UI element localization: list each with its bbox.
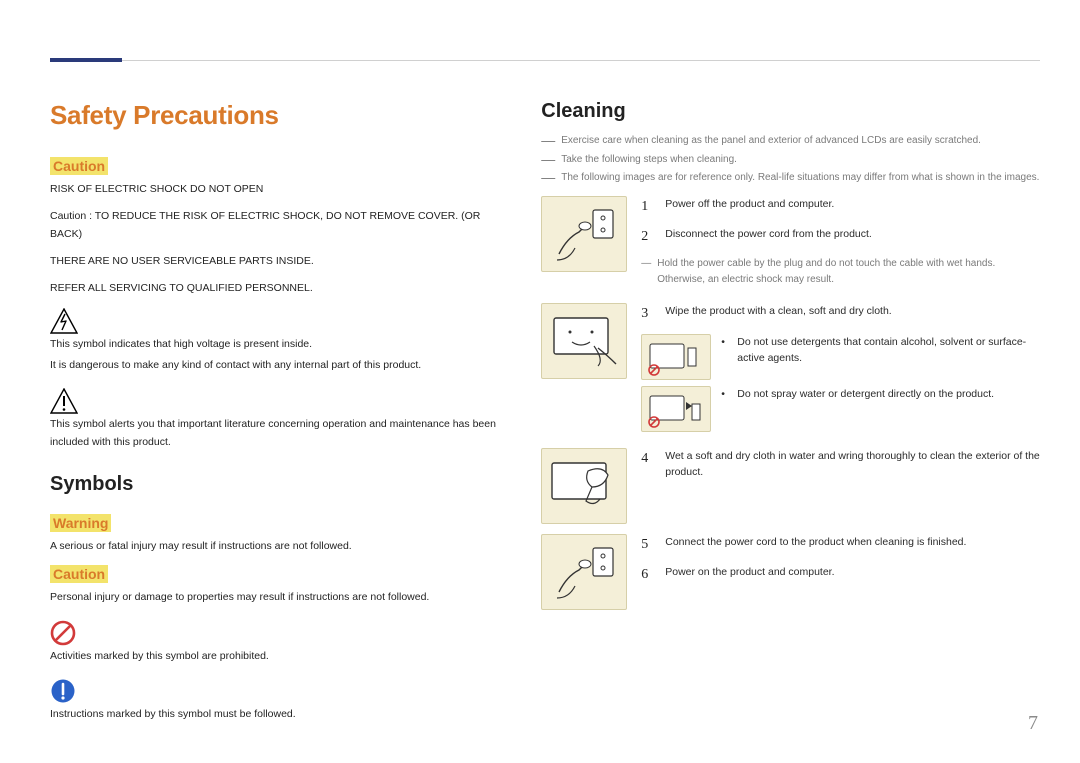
step-3-bullet-2: •Do not spray water or detergent directl… [721,386,1040,426]
left-column: Safety Precautions Caution RISK OF ELECT… [50,100,501,729]
caution2-text: Personal injury or damage to properties … [50,589,501,606]
literature-warning-block: This symbol alerts you that important li… [50,388,501,451]
high-voltage-icon [50,308,501,334]
step-4: 4Wet a soft and dry cloth in water and w… [641,448,1040,482]
cleaning-note-3: ―The following images are for reference … [541,170,1040,186]
caution-body: RISK OF ELECTRIC SHOCK DO NOT OPEN Cauti… [50,181,501,298]
header-rule [50,60,1040,61]
step-list-4: 4Wet a soft and dry cloth in water and w… [641,448,1040,524]
literature-warning-text: This symbol alerts you that important li… [50,416,501,451]
step-row-1: 1Power off the product and computer. 2Di… [541,196,1040,294]
info-icon [50,678,501,704]
warning-label: Warning [50,514,111,532]
caution-line-2: Caution : TO REDUCE THE RISK OF ELECTRIC… [50,208,501,243]
step-3: 3Wipe the product with a clean, soft and… [641,303,1040,325]
info-text: Instructions marked by this symbol must … [50,706,501,723]
prohibited-text: Activities marked by this symbol are pro… [50,648,501,665]
step-row-5: 5Connect the power cord to the product w… [541,534,1040,610]
hv-line-2: It is dangerous to make any kind of cont… [50,357,501,374]
step-row-3: 3Wipe the product with a clean, soft and… [541,303,1040,437]
step-list-3: 3Wipe the product with a clean, soft and… [641,303,1040,437]
illus-no-spray-icon [641,386,711,432]
illus-plug-in-icon [541,534,627,610]
cleaning-note-2: ―Take the following steps when cleaning. [541,152,1040,168]
header-accent-bar [50,58,122,62]
high-voltage-block: This symbol indicates that high voltage … [50,308,501,375]
caution-line-3: THERE ARE NO USER SERVICEABLE PARTS INSI… [50,253,501,270]
safety-precautions-title: Safety Precautions [50,100,501,131]
step-3-mini-2: •Do not spray water or detergent directl… [641,386,1040,432]
illus-wet-cloth-icon [541,448,627,524]
page-content: Safety Precautions Caution RISK OF ELECT… [50,100,1040,729]
step-row-4: 4Wet a soft and dry cloth in water and w… [541,448,1040,524]
step-6: 6Power on the product and computer. [641,564,1040,586]
illus-no-detergent-icon [641,334,711,380]
caution-line-1: RISK OF ELECTRIC SHOCK DO NOT OPEN [50,181,501,198]
exclamation-triangle-icon [50,388,501,414]
prohibited-block: Activities marked by this symbol are pro… [50,620,501,665]
cleaning-title: Cleaning [541,100,1040,123]
info-block: Instructions marked by this symbol must … [50,678,501,723]
symbols-title: Symbols [50,473,501,496]
step-2: 2Disconnect the power cord from the prod… [641,226,1040,248]
step-list-1: 1Power off the product and computer. 2Di… [641,196,1040,294]
step-5: 5Connect the power cord to the product w… [641,534,1040,556]
caution-line-4: REFER ALL SERVICING TO QUALIFIED PERSONN… [50,280,501,297]
step-3-bullet-1: •Do not use detergents that contain alco… [721,334,1040,374]
caution2-label: Caution [50,565,108,583]
step-1: 1Power off the product and computer. [641,196,1040,218]
hv-line-1: This symbol indicates that high voltage … [50,336,501,353]
cleaning-note-1: ―Exercise care when cleaning as the pane… [541,133,1040,149]
page-number: 7 [1028,712,1038,735]
step-2-sub: ―Hold the power cable by the plug and do… [641,256,1040,287]
illus-unplug-icon [541,196,627,272]
right-column: Cleaning ―Exercise care when cleaning as… [541,100,1040,729]
step-3-mini-1: •Do not use detergents that contain alco… [641,334,1040,380]
caution-label: Caution [50,157,108,175]
warning-text: A serious or fatal injury may result if … [50,538,501,555]
step-list-5: 5Connect the power cord to the product w… [641,534,1040,610]
high-voltage-text: This symbol indicates that high voltage … [50,336,501,375]
illus-wipe-icon [541,303,627,379]
prohibited-icon [50,620,501,646]
